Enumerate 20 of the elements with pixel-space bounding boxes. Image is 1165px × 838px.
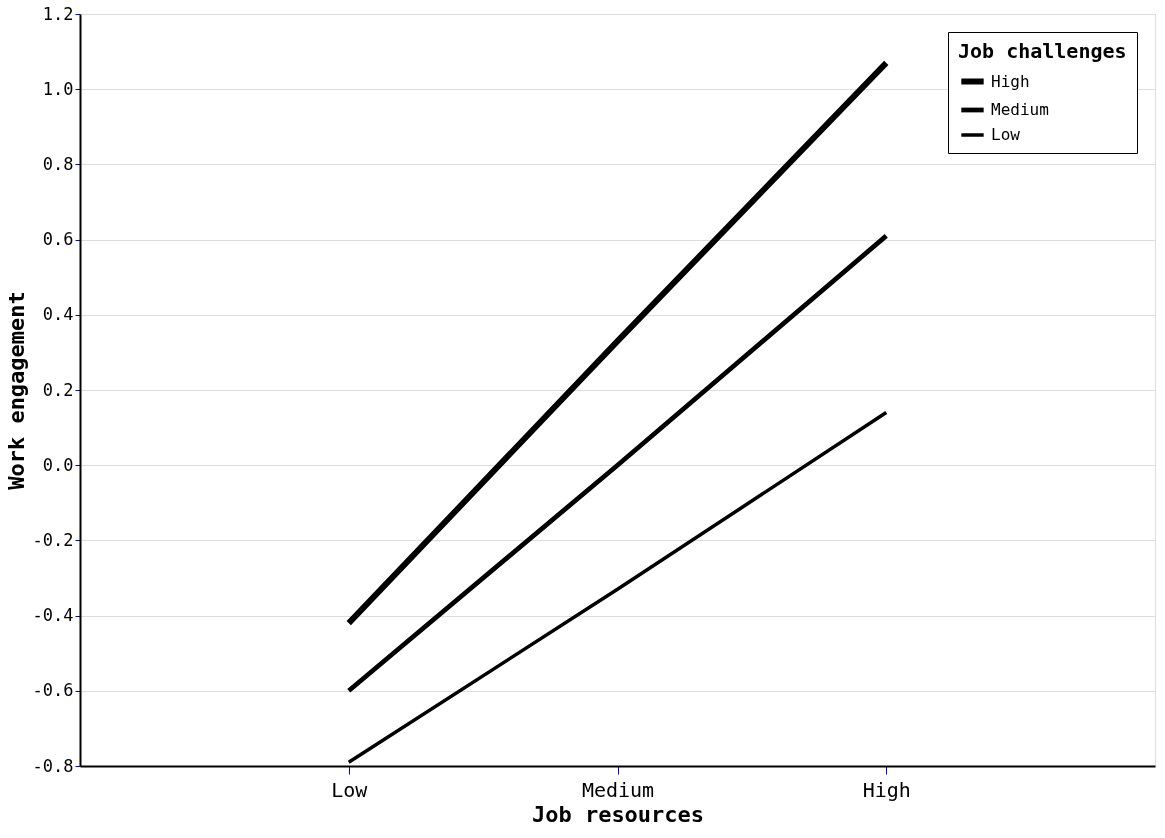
- x-tick-label: High: [862, 777, 911, 802]
- y-tick-label: 0.0: [42, 454, 74, 475]
- y-tick-label: -0.8: [32, 755, 74, 776]
- y-axis-title: Work engagement: [3, 291, 29, 490]
- legend-label: Medium: [991, 100, 1049, 119]
- y-tick-label: -0.6: [32, 680, 74, 701]
- y-tick-label: 0.4: [42, 304, 74, 325]
- legend-title: Job challenges: [958, 39, 1127, 63]
- y-tick-label: -0.2: [32, 529, 74, 550]
- legend-label: Low: [991, 125, 1021, 144]
- y-tick-label: 0.8: [42, 153, 74, 174]
- legend-label: High: [991, 71, 1030, 91]
- x-tick-label: Medium: [581, 777, 655, 802]
- x-axis-title: Job resources: [531, 801, 705, 827]
- y-tick-label: 1.2: [42, 3, 74, 24]
- y-tick-label: 0.2: [42, 379, 74, 400]
- x-tick-label: Low: [331, 777, 369, 802]
- y-tick-label: -0.4: [32, 605, 74, 626]
- y-tick-label: 1.0: [42, 78, 74, 99]
- y-tick-label: 0.6: [42, 229, 74, 250]
